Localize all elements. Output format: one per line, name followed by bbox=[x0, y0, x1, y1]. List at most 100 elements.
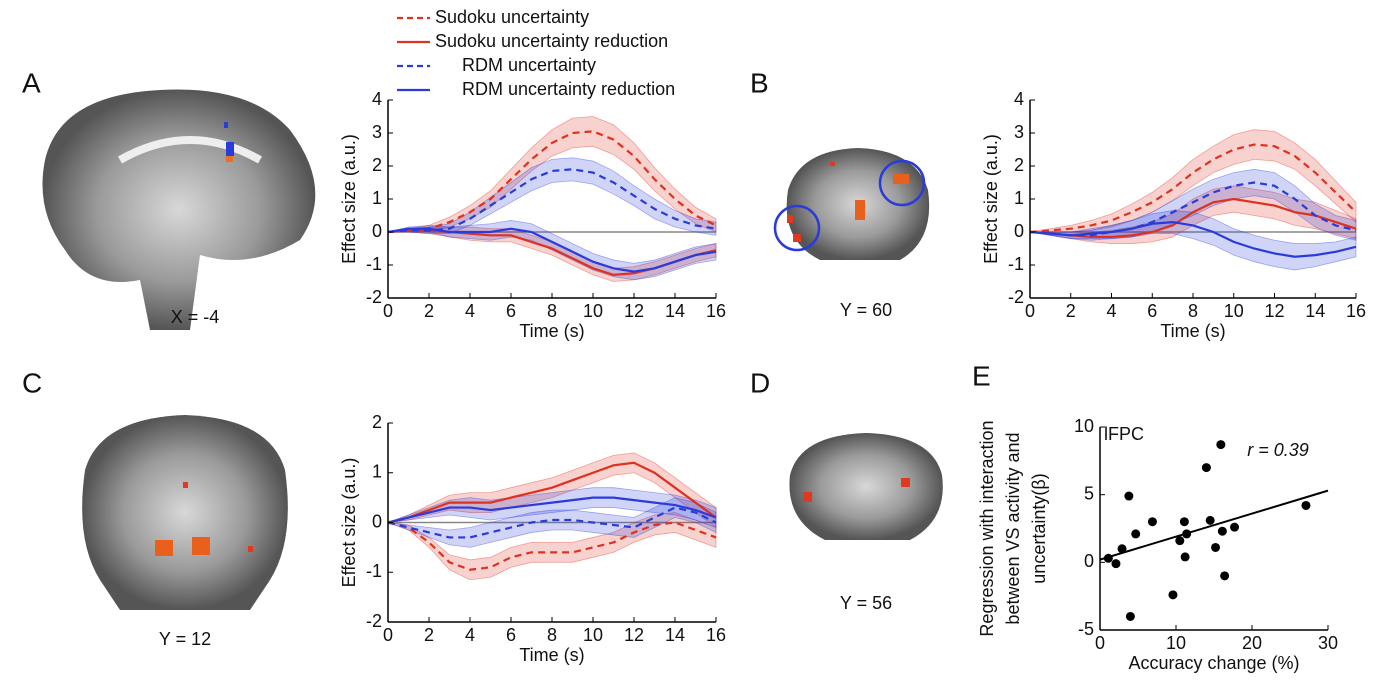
brain-coronal-b bbox=[775, 148, 929, 260]
y-tick-label: -5 bbox=[1078, 619, 1094, 639]
x-tick-label: 6 bbox=[1147, 301, 1157, 321]
y-tick-label: 4 bbox=[1014, 89, 1024, 109]
point bbox=[1168, 590, 1177, 599]
x-axis-label: Time (s) bbox=[519, 645, 584, 665]
y-tick-label: 1 bbox=[372, 188, 382, 208]
annotation: lFPC bbox=[1104, 424, 1144, 444]
x-tick-label: 4 bbox=[465, 625, 475, 645]
x-tick-label: 30 bbox=[1318, 633, 1338, 653]
point bbox=[1124, 492, 1133, 501]
point bbox=[1182, 529, 1191, 538]
y-tick-label: -1 bbox=[1008, 254, 1024, 274]
y-tick-label: 0 bbox=[372, 221, 382, 241]
point bbox=[1220, 571, 1229, 580]
x-tick-label: 6 bbox=[506, 625, 516, 645]
x-tick-label: 0 bbox=[1095, 633, 1105, 653]
legend-label: RDM uncertainty bbox=[462, 55, 596, 75]
y-tick-label: 0 bbox=[1084, 551, 1094, 571]
x-axis-label: Time (s) bbox=[1160, 321, 1225, 341]
x-tick-label: 10 bbox=[583, 301, 603, 321]
point bbox=[1148, 517, 1157, 526]
x-tick-label: 10 bbox=[583, 625, 603, 645]
y-tick-label: -2 bbox=[1008, 287, 1024, 307]
y-tick-label: 2 bbox=[372, 412, 382, 432]
panel-label: D bbox=[750, 367, 770, 398]
y-tick-label: 3 bbox=[1014, 122, 1024, 142]
point bbox=[1180, 517, 1189, 526]
legend-label: RDM uncertainty reduction bbox=[462, 79, 675, 99]
y-axis-label: Effect size (a.u.) bbox=[339, 458, 359, 588]
point bbox=[1218, 527, 1227, 536]
point bbox=[1175, 536, 1184, 545]
point bbox=[1206, 516, 1215, 525]
x-tick-label: 20 bbox=[1242, 633, 1262, 653]
y-tick-label: 5 bbox=[1084, 483, 1094, 503]
y-tick-label: 4 bbox=[372, 89, 382, 109]
x-tick-label: 16 bbox=[706, 625, 726, 645]
y-tick-label: 0 bbox=[1014, 221, 1024, 241]
x-tick-label: 10 bbox=[1224, 301, 1244, 321]
x-tick-label: 2 bbox=[1066, 301, 1076, 321]
point bbox=[1216, 440, 1225, 449]
panel-label: B bbox=[750, 67, 769, 98]
x-tick-label: 4 bbox=[465, 301, 475, 321]
legend-label: Sudoku uncertainty reduction bbox=[435, 31, 668, 51]
y-axis-label: uncertainty(β) bbox=[1029, 473, 1049, 583]
y-tick-label: 3 bbox=[372, 122, 382, 142]
x-tick-label: 14 bbox=[665, 301, 685, 321]
y-tick-label: 0 bbox=[372, 511, 382, 531]
y-axis-label: Effect size (a.u.) bbox=[339, 134, 359, 264]
x-axis-label: Accuracy change (%) bbox=[1128, 653, 1299, 673]
brain-coronal-c bbox=[82, 415, 288, 610]
brain-label: Y = 56 bbox=[840, 593, 892, 613]
y-tick-label: 2 bbox=[1014, 155, 1024, 175]
x-tick-label: 12 bbox=[624, 625, 644, 645]
x-tick-label: 8 bbox=[1188, 301, 1198, 321]
x-tick-label: 2 bbox=[424, 625, 434, 645]
brain-label: Y = 60 bbox=[840, 300, 892, 320]
y-tick-label: -2 bbox=[366, 611, 382, 631]
x-tick-label: 12 bbox=[1264, 301, 1284, 321]
x-tick-label: 12 bbox=[624, 301, 644, 321]
annotation: r = 0.39 bbox=[1247, 440, 1309, 460]
point bbox=[1211, 543, 1220, 552]
y-axis-label: between VS activity and bbox=[1003, 432, 1023, 624]
point bbox=[1230, 523, 1239, 532]
brain-coronal-d bbox=[789, 433, 942, 540]
x-tick-label: 14 bbox=[665, 625, 685, 645]
y-axis-label: Effect size (a.u.) bbox=[981, 134, 1001, 264]
point bbox=[1111, 559, 1120, 568]
point bbox=[1202, 463, 1211, 472]
brain-label: Y = 12 bbox=[159, 629, 211, 649]
y-tick-label: 1 bbox=[1014, 188, 1024, 208]
point bbox=[1118, 544, 1127, 553]
x-tick-label: 0 bbox=[1025, 301, 1035, 321]
y-tick-label: 10 bbox=[1074, 416, 1094, 436]
point bbox=[1126, 612, 1135, 621]
panel-label: E bbox=[972, 360, 991, 391]
x-tick-label: 14 bbox=[1305, 301, 1325, 321]
panel-label: A bbox=[22, 67, 41, 98]
y-tick-label: 2 bbox=[372, 155, 382, 175]
point bbox=[1181, 552, 1190, 561]
y-axis-label: Regression with interaction bbox=[977, 420, 997, 636]
point bbox=[1104, 554, 1113, 563]
x-tick-label: 0 bbox=[383, 301, 393, 321]
y-tick-label: -1 bbox=[366, 254, 382, 274]
y-tick-label: 1 bbox=[372, 462, 382, 482]
x-tick-label: 4 bbox=[1106, 301, 1116, 321]
y-tick-label: -2 bbox=[366, 287, 382, 307]
x-axis-label: Time (s) bbox=[519, 321, 584, 341]
brain-sagittal bbox=[43, 90, 316, 331]
x-tick-label: 8 bbox=[547, 301, 557, 321]
y-tick-label: -1 bbox=[366, 561, 382, 581]
legend-label: Sudoku uncertainty bbox=[435, 7, 589, 27]
panel-label: C bbox=[22, 367, 42, 398]
x-tick-label: 10 bbox=[1166, 633, 1186, 653]
point bbox=[1131, 529, 1140, 538]
x-tick-label: 6 bbox=[506, 301, 516, 321]
x-tick-label: 8 bbox=[547, 625, 557, 645]
x-tick-label: 2 bbox=[424, 301, 434, 321]
x-tick-label: 16 bbox=[1346, 301, 1366, 321]
x-tick-label: 0 bbox=[383, 625, 393, 645]
